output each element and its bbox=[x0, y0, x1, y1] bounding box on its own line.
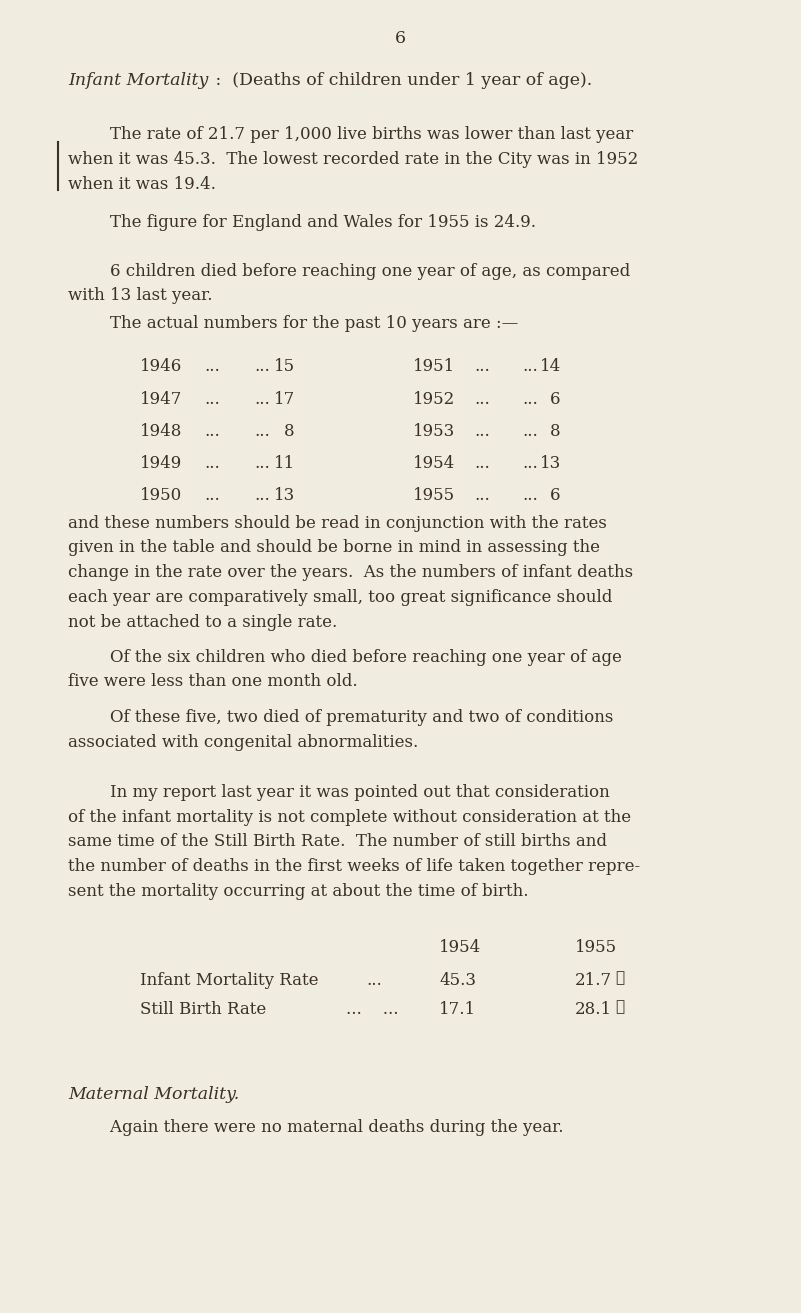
Text: ...: ... bbox=[474, 487, 490, 504]
Text: 1949: 1949 bbox=[140, 456, 183, 471]
Text: ...: ... bbox=[255, 456, 271, 471]
Text: ...: ... bbox=[474, 358, 490, 376]
Text: ...: ... bbox=[204, 423, 220, 440]
Text: Maternal Mortality.: Maternal Mortality. bbox=[68, 1086, 239, 1103]
Text: ✓: ✓ bbox=[615, 1001, 624, 1015]
Text: 17: 17 bbox=[273, 391, 295, 407]
Text: Still Birth Rate: Still Birth Rate bbox=[140, 1001, 267, 1018]
Text: 1952: 1952 bbox=[413, 391, 455, 407]
Text: 13: 13 bbox=[539, 456, 561, 471]
Text: ...: ... bbox=[522, 487, 538, 504]
Text: ...: ... bbox=[522, 391, 538, 407]
Text: 1946: 1946 bbox=[140, 358, 183, 376]
Text: 17.1: 17.1 bbox=[439, 1001, 476, 1018]
Text: ...: ... bbox=[204, 487, 220, 504]
Text: ...: ... bbox=[522, 456, 538, 471]
Text: ...: ... bbox=[474, 423, 490, 440]
Text: 6: 6 bbox=[550, 391, 561, 407]
Text: 21.7: 21.7 bbox=[575, 972, 612, 989]
Text: ...: ... bbox=[522, 358, 538, 376]
Text: 45.3: 45.3 bbox=[439, 972, 476, 989]
Text: ...    ...: ... ... bbox=[346, 1001, 399, 1018]
Text: Of the six children who died before reaching one year of age
five were less than: Of the six children who died before reac… bbox=[68, 649, 622, 691]
Text: Again there were no maternal deaths during the year.: Again there were no maternal deaths duri… bbox=[68, 1119, 564, 1136]
Text: ...: ... bbox=[204, 358, 220, 376]
Text: ...: ... bbox=[255, 423, 271, 440]
Text: ✓: ✓ bbox=[615, 972, 624, 986]
Text: ...: ... bbox=[204, 391, 220, 407]
Text: ...: ... bbox=[255, 487, 271, 504]
Text: Infant Mortality Rate: Infant Mortality Rate bbox=[140, 972, 319, 989]
Text: The actual numbers for the past 10 years are :—: The actual numbers for the past 10 years… bbox=[68, 315, 518, 332]
Text: 8: 8 bbox=[284, 423, 295, 440]
Text: and these numbers should be read in conjunction with the rates
given in the tabl: and these numbers should be read in conj… bbox=[68, 515, 634, 630]
Text: 1947: 1947 bbox=[140, 391, 183, 407]
Text: 6: 6 bbox=[550, 487, 561, 504]
Text: Infant Mortality: Infant Mortality bbox=[68, 72, 208, 89]
Text: ...: ... bbox=[204, 456, 220, 471]
Text: ...: ... bbox=[366, 972, 382, 989]
Text: ...: ... bbox=[474, 391, 490, 407]
Text: ...: ... bbox=[255, 391, 271, 407]
Text: 14: 14 bbox=[539, 358, 561, 376]
Text: The rate of 21.7 per 1,000 live births was lower than last year
when it was 45.3: The rate of 21.7 per 1,000 live births w… bbox=[68, 126, 638, 193]
Text: 11: 11 bbox=[273, 456, 295, 471]
Text: 1954: 1954 bbox=[413, 456, 455, 471]
Text: ...: ... bbox=[522, 423, 538, 440]
Text: :  (Deaths of children under 1 year of age).: : (Deaths of children under 1 year of ag… bbox=[210, 72, 592, 89]
Text: 6 children died before reaching one year of age, as compared
with 13 last year.: 6 children died before reaching one year… bbox=[68, 263, 630, 305]
Text: 1948: 1948 bbox=[140, 423, 183, 440]
Text: ...: ... bbox=[255, 358, 271, 376]
Text: The figure for England and Wales for 1955 is 24.9.: The figure for England and Wales for 195… bbox=[68, 214, 536, 231]
Text: 1953: 1953 bbox=[413, 423, 455, 440]
Text: 13: 13 bbox=[273, 487, 295, 504]
Text: 1954: 1954 bbox=[439, 939, 481, 956]
Text: Of these five, two died of prematurity and two of conditions
associated with con: Of these five, two died of prematurity a… bbox=[68, 709, 614, 751]
Text: 1955: 1955 bbox=[413, 487, 455, 504]
Text: 1951: 1951 bbox=[413, 358, 455, 376]
Text: 8: 8 bbox=[550, 423, 561, 440]
Text: 28.1: 28.1 bbox=[575, 1001, 612, 1018]
Text: 6: 6 bbox=[395, 30, 406, 47]
Text: 1955: 1955 bbox=[575, 939, 618, 956]
Text: 1950: 1950 bbox=[140, 487, 183, 504]
Text: ...: ... bbox=[474, 456, 490, 471]
Text: 15: 15 bbox=[274, 358, 295, 376]
Text: In my report last year it was pointed out that consideration
of the infant morta: In my report last year it was pointed ou… bbox=[68, 784, 640, 899]
